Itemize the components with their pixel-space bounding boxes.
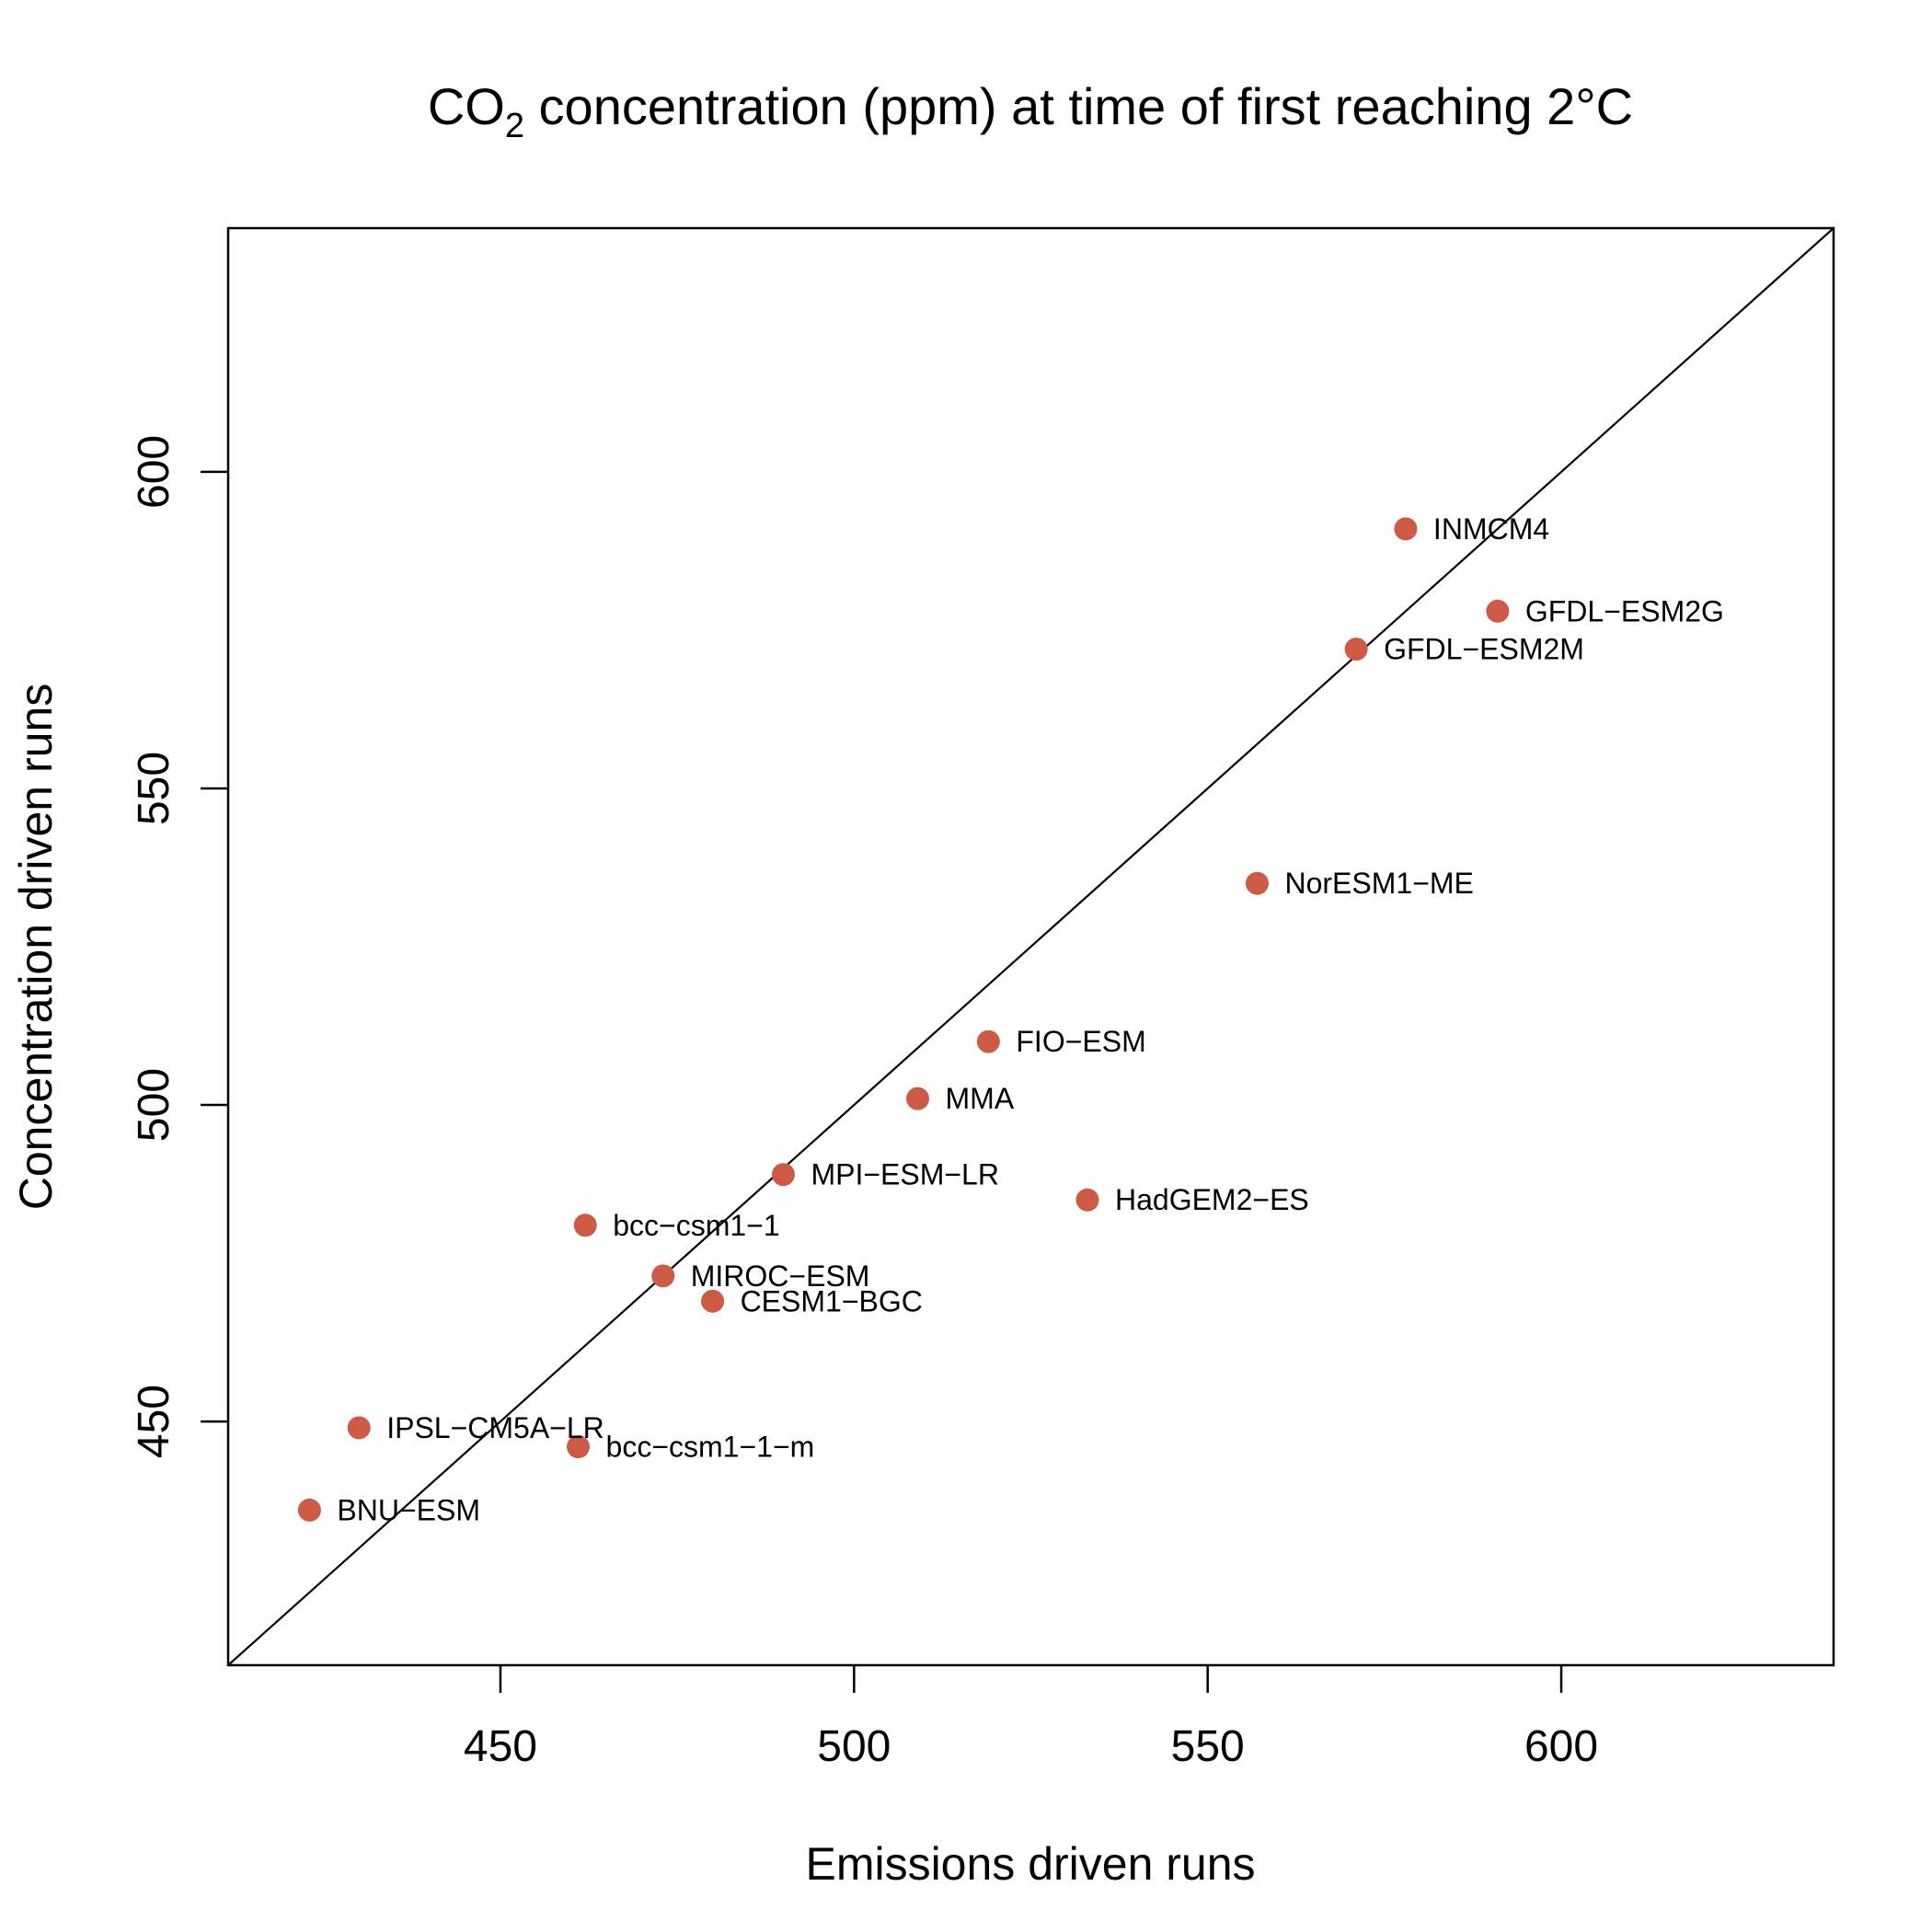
data-point (297, 1498, 321, 1522)
data-point-label: MIROC−ESM (691, 1259, 870, 1293)
data-point-label: GFDL−ESM2G (1525, 594, 1724, 627)
reference-line-layer (227, 227, 1834, 1666)
data-point-label: GFDL−ESM2M (1384, 633, 1584, 666)
y-tick-label: 500 (130, 1068, 178, 1142)
data-point-label: BNU−ESM (337, 1493, 480, 1526)
y-axis-label: Concentration driven runs (10, 684, 62, 1211)
x-axis: 450 500 550 600 (464, 1665, 1598, 1771)
data-point-label: MMA (946, 1082, 1015, 1115)
y-tick-label: 450 (130, 1385, 178, 1458)
data-point (347, 1416, 371, 1440)
data-point (1394, 517, 1418, 541)
x-axis-label: Emissions driven runs (805, 1838, 1255, 1890)
x-tick-label: 450 (464, 1722, 537, 1771)
point-labels-layer: INMCM4 GFDL−ESM2G GFDL−ESM2M NorESM1−ME FIO−… (337, 512, 1724, 1527)
chart-title-suffix: concentration (ppm) at time of first rea… (524, 77, 1633, 135)
data-point (651, 1264, 675, 1288)
data-point-label: FIO−ESM (1016, 1025, 1145, 1058)
data-point (976, 1029, 1000, 1053)
data-point-label: bcc−csm1−1 (613, 1209, 779, 1242)
identity-line (227, 227, 1834, 1666)
x-tick-label: 500 (817, 1722, 891, 1771)
data-point (1486, 599, 1510, 623)
x-tick-label: 550 (1171, 1722, 1245, 1771)
points-layer (297, 517, 1510, 1522)
data-point (906, 1087, 930, 1110)
data-point (1075, 1188, 1099, 1212)
chart-title-prefix: CO (428, 77, 505, 135)
y-tick-label: 550 (130, 752, 178, 825)
data-point (567, 1435, 591, 1459)
chart-title: CO2 concentration (ppm) at time of first… (428, 77, 1633, 145)
data-point-label: CESM1−BGC (741, 1284, 923, 1317)
data-point-label: MPI−ESM−LR (811, 1158, 999, 1191)
y-axis: 450 500 550 600 (130, 435, 228, 1458)
data-point (573, 1213, 597, 1237)
data-point (771, 1163, 795, 1187)
data-point-label: bcc−csm1−1−m (606, 1431, 815, 1464)
y-tick-label: 600 (130, 435, 178, 509)
data-point-label: IPSL−CM5A−LR (386, 1411, 604, 1444)
data-point-label: HadGEM2−ES (1115, 1183, 1309, 1216)
data-point (1344, 638, 1368, 661)
data-point-label: NorESM1−ME (1284, 867, 1473, 900)
data-point (1245, 871, 1269, 895)
chart-title-subscript: 2 (505, 107, 524, 145)
x-tick-label: 600 (1524, 1722, 1598, 1771)
data-point-label: INMCM4 (1433, 512, 1549, 546)
data-point (701, 1289, 725, 1313)
plot-frame (226, 226, 1835, 1667)
